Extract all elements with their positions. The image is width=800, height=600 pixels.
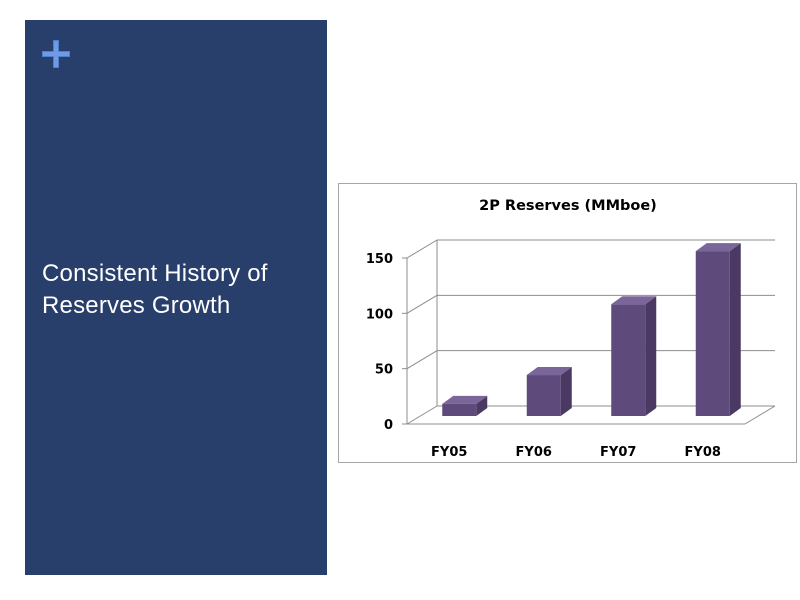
bar-front-fy06 — [526, 375, 561, 416]
x-tick-label: FY05 — [431, 445, 467, 460]
bar-front-fy07 — [611, 304, 646, 416]
x-tick-label: FY06 — [516, 445, 552, 460]
bar-top-fy05 — [442, 395, 488, 404]
reserves-chart: 2P Reserves (MMboe) 0 50 100 150 FY05 FY06 FY0… — [366, 198, 776, 460]
bar-side-fy07 — [645, 296, 657, 416]
y-tick-label: 100 — [366, 307, 393, 322]
bar-side-fy05 — [476, 395, 488, 416]
bar-top-fy06 — [526, 367, 572, 376]
chart-title: 2P Reserves (MMboe) — [479, 198, 657, 214]
y-tick-label: 50 — [375, 363, 393, 378]
bar-front-fy08 — [695, 251, 730, 416]
gridline-wall — [406, 294, 438, 314]
bar-front-fy05 — [442, 403, 477, 416]
slide-title: Consistent History of Reserves Growth — [42, 260, 268, 319]
gridline-wall — [406, 239, 438, 259]
floor-edge — [744, 405, 776, 425]
x-tick-label: FY08 — [685, 445, 721, 460]
chart-plot-area: 0 50 100 150 FY05 FY06 FY07 FY08 — [366, 239, 776, 460]
chart-frame: 2P Reserves (MMboe) 0 50 100 150 FY05 FY06 FY0… — [338, 183, 797, 463]
bar-side-fy08 — [729, 243, 741, 416]
bar-top-fy07 — [611, 296, 657, 305]
gridline-wall — [406, 350, 438, 370]
bar-top-fy08 — [695, 243, 741, 252]
x-tick-label: FY07 — [600, 445, 636, 460]
title-panel: Consistent History of Reserves Growth — [25, 20, 327, 575]
y-tick-label: 150 — [366, 252, 393, 267]
plus-icon — [42, 40, 70, 68]
bar-side-fy06 — [560, 367, 572, 416]
gridline-wall — [406, 405, 438, 425]
y-tick-label: 0 — [384, 418, 393, 433]
